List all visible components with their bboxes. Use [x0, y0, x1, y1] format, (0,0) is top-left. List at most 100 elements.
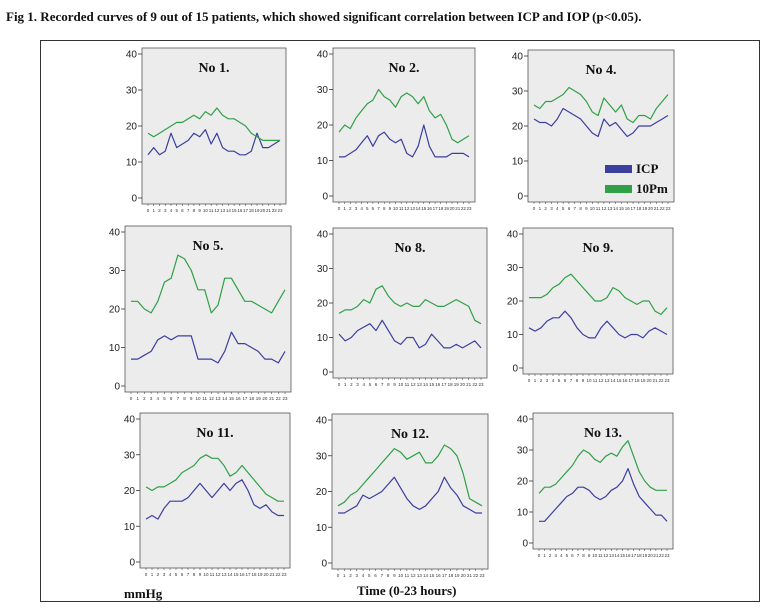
panel-title: No 1. [198, 61, 229, 76]
x-tick-label: 13 [604, 378, 610, 383]
x-tick-label: 19 [454, 382, 460, 387]
x-tick-label: 19 [640, 378, 646, 383]
figure-frame [40, 40, 760, 602]
x-tick-label: 7 [381, 382, 384, 387]
x-tick-label: 15 [232, 208, 238, 213]
x-tick-label: 21 [269, 572, 275, 577]
x-tick-label: 11 [399, 206, 404, 211]
iop-series-line [533, 86, 669, 124]
x-tick-label: 6 [375, 382, 378, 387]
x-tick-label: 23 [281, 572, 287, 577]
x-tick-label: 3 [546, 378, 549, 383]
y-tick-label: 0 [517, 192, 523, 203]
x-tick-label: 15 [229, 396, 235, 401]
x-tick-label: 1 [343, 206, 346, 211]
x-tick-label: 15 [233, 572, 239, 577]
x-tick-label: 20 [460, 382, 466, 387]
x-tick-label: 2 [540, 378, 543, 383]
legend-iop-label: 10Pm [636, 181, 668, 196]
x-tick-label: 15 [616, 378, 622, 383]
x-tick-label: 21 [466, 382, 472, 387]
x-tick-label: 15 [421, 206, 427, 211]
x-tick-label: 3 [355, 206, 358, 211]
x-tick-label: 14 [226, 208, 232, 213]
x-tick-label: 21 [653, 553, 659, 558]
x-tick-label: 6 [170, 396, 173, 401]
x-tick-label: 6 [181, 572, 184, 577]
x-tick-label: 7 [574, 206, 577, 211]
icp-series-line [339, 124, 470, 158]
y-tick-label: 0 [512, 364, 518, 375]
x-tick-label: 7 [177, 396, 180, 401]
x-tick-label: 7 [570, 378, 573, 383]
x-tick-label: 20 [461, 573, 467, 578]
y-tick-label: 40 [124, 415, 136, 426]
x-tick-label: 10 [590, 206, 596, 211]
x-tick-label: 12 [404, 206, 410, 211]
x-tick-label: 5 [163, 396, 166, 401]
x-tick-label: 21 [654, 206, 660, 211]
x-tick-label: 14 [416, 206, 422, 211]
x-tick-label: 7 [381, 573, 384, 578]
x-tick-label: 21 [455, 206, 461, 211]
x-tick-label: 18 [637, 553, 643, 558]
x-tick-label: 6 [374, 573, 377, 578]
y-tick-label: 30 [517, 446, 529, 457]
x-tick-label: 17 [243, 208, 249, 213]
x-tick-label: 9 [585, 206, 588, 211]
y-tick-label: 40 [316, 416, 328, 427]
y-tick-label: 0 [321, 559, 327, 570]
x-tick-label: 15 [619, 206, 625, 211]
x-tick-label: 13 [216, 396, 222, 401]
x-tick-label: 18 [448, 573, 454, 578]
icp-series-line [145, 479, 284, 520]
panel-background [532, 412, 674, 550]
y-tick-label: 40 [126, 50, 138, 61]
x-tick-label: 23 [664, 378, 670, 383]
panel-title: No 13. [584, 426, 622, 441]
panel-background [331, 413, 489, 570]
x-tick-label: 4 [552, 378, 555, 383]
y-tick-label: 40 [517, 415, 529, 426]
x-tick-label: 17 [442, 573, 448, 578]
x-tick-label: 20 [646, 378, 652, 383]
y-tick-label: 10 [126, 158, 138, 169]
x-tick-label: 17 [433, 206, 439, 211]
x-tick-label: 10 [195, 396, 201, 401]
x-tick-label: 15 [620, 553, 626, 558]
x-tick-label: 19 [444, 206, 450, 211]
x-tick-label: 14 [423, 382, 429, 387]
x-tick-label: 14 [222, 396, 228, 401]
x-tick-label: 5 [566, 553, 569, 558]
x-tick-label: 7 [187, 208, 190, 213]
x-tick-label: 23 [282, 396, 288, 401]
iop-series-line [338, 285, 482, 325]
x-tick-label: 19 [256, 396, 262, 401]
x-tick-label: 10 [203, 572, 209, 577]
y-tick-label: 0 [129, 558, 135, 569]
x-tick-label: 11 [598, 553, 603, 558]
figure-caption: Fig 1. Recorded curves of 9 out of 15 pa… [6, 9, 642, 24]
x-tick-label: 3 [356, 382, 359, 387]
x-tick-label: 5 [368, 573, 371, 578]
x-tick-label: 3 [150, 396, 153, 401]
x-tick-label: 20 [648, 206, 654, 211]
x-tick-label: 23 [478, 382, 484, 387]
y-tick-label: 0 [131, 194, 137, 205]
y-tick-label: 40 [317, 230, 329, 241]
x-tick-label: 8 [193, 572, 196, 577]
x-tick-label: 0 [130, 396, 133, 401]
x-tick-label: 16 [427, 206, 433, 211]
x-tick-label: 3 [554, 553, 557, 558]
x-tick-label: 6 [564, 378, 567, 383]
y-tick-label: 40 [317, 50, 329, 61]
y-tick-label: 30 [124, 450, 136, 461]
icp-series-line [539, 468, 668, 522]
panel-title: No 5. [192, 239, 223, 254]
x-tick-label: 18 [249, 396, 255, 401]
y-tick-label: 20 [126, 122, 138, 133]
y-tick-label: 40 [109, 228, 121, 239]
y-tick-label: 30 [316, 451, 328, 462]
x-tick-label: 11 [202, 396, 207, 401]
